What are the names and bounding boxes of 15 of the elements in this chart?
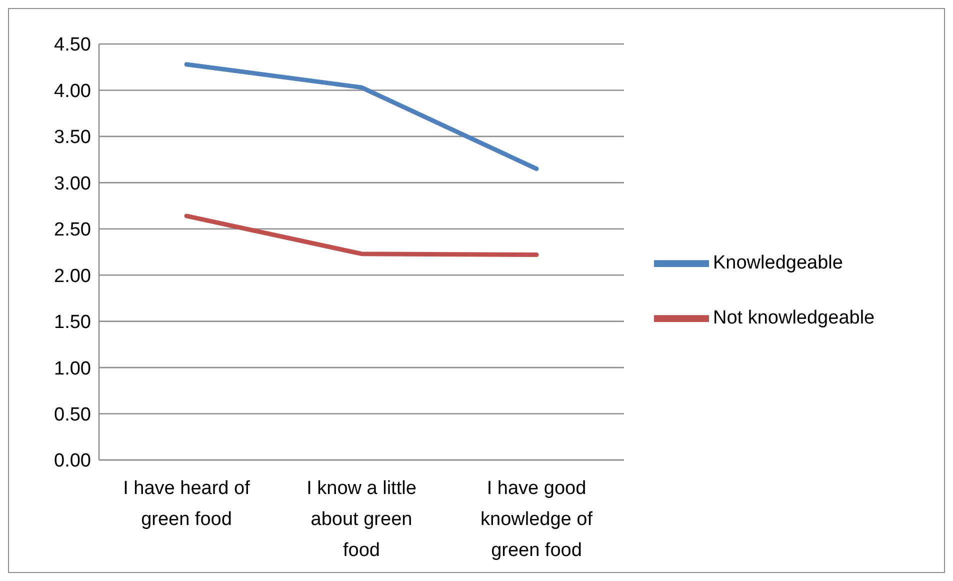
- y-tick-label: 4.00: [54, 80, 91, 102]
- y-tick-label: 1.50: [54, 312, 91, 334]
- y-tick-label: 1.00: [54, 358, 91, 380]
- y-tick-label: 2.50: [54, 220, 91, 241]
- y-tick-label: 4.50: [54, 34, 91, 56]
- y-tick-label: 0.00: [54, 450, 91, 472]
- y-tick-label: 3.00: [54, 173, 91, 194]
- x-tick-label: I know a little about green food: [306, 478, 416, 561]
- y-tick-label: 3.50: [54, 127, 91, 148]
- x-tick-label: I have good knowledge of green food: [480, 478, 594, 561]
- legend-label: Knowledgeable: [713, 252, 843, 274]
- x-tick-label: I have heard of green food: [123, 478, 251, 530]
- y-tick-label: 2.00: [54, 266, 91, 287]
- legend-label: Not knowledgeable: [713, 307, 875, 328]
- y-tick-label: 0.50: [54, 404, 91, 426]
